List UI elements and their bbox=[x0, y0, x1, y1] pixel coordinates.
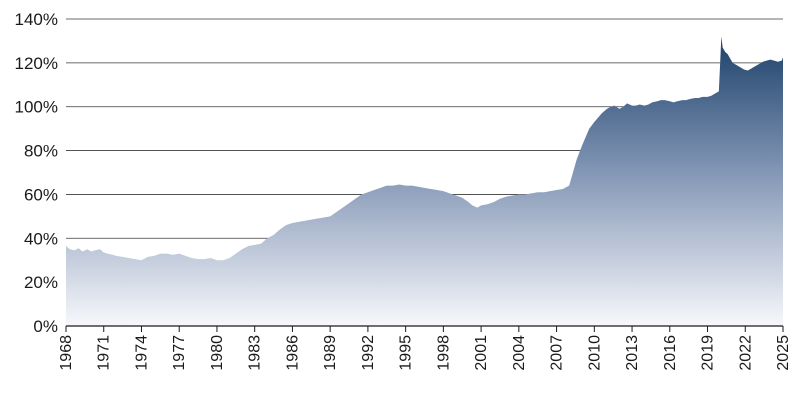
y-tick-label: 60% bbox=[24, 185, 58, 204]
x-tick-label: 2013 bbox=[624, 335, 641, 371]
x-tick-label: 1998 bbox=[435, 335, 452, 371]
x-tick-label: 1992 bbox=[360, 335, 377, 371]
area-series-path bbox=[66, 36, 783, 326]
x-tick-label: 2016 bbox=[662, 335, 679, 371]
x-tick-label: 2019 bbox=[700, 335, 717, 371]
y-tick-label: 120% bbox=[15, 54, 58, 73]
x-axis-tick-labels: 1968 1971 1974 1977 1980 1983 1986 1989 1992 1995… bbox=[58, 335, 792, 371]
x-tick-label: 1980 bbox=[209, 335, 226, 371]
x-tick-label: 2022 bbox=[737, 335, 754, 371]
x-tick-label: 1995 bbox=[398, 335, 415, 371]
x-tick-label: 2025 bbox=[775, 335, 792, 371]
y-tick-label: 80% bbox=[24, 142, 58, 161]
x-tick-label: 1974 bbox=[133, 335, 150, 371]
x-tick-label: 2004 bbox=[511, 335, 528, 371]
x-tick-label: 1983 bbox=[247, 335, 264, 371]
x-tick-label: 2007 bbox=[549, 335, 566, 371]
y-tick-label: 100% bbox=[15, 98, 58, 117]
x-tick-label: 2010 bbox=[586, 335, 603, 371]
y-axis-tick-labels: 0% 20% 40% 60% 80% 100% 120% 140% bbox=[15, 10, 58, 336]
x-tick-label: 2001 bbox=[473, 335, 490, 371]
x-tick-label: 1977 bbox=[171, 335, 188, 371]
y-tick-label: 140% bbox=[15, 10, 58, 29]
y-tick-label: 40% bbox=[24, 229, 58, 248]
y-tick-label: 20% bbox=[24, 273, 58, 292]
x-tick-label: 1968 bbox=[58, 335, 75, 371]
x-tick-label: 1986 bbox=[284, 335, 301, 371]
area-series bbox=[66, 36, 783, 326]
x-axis bbox=[65, 325, 784, 332]
x-tick-label: 1989 bbox=[322, 335, 339, 371]
y-tick-label: 0% bbox=[33, 317, 58, 336]
x-tick-label: 1971 bbox=[96, 335, 113, 371]
